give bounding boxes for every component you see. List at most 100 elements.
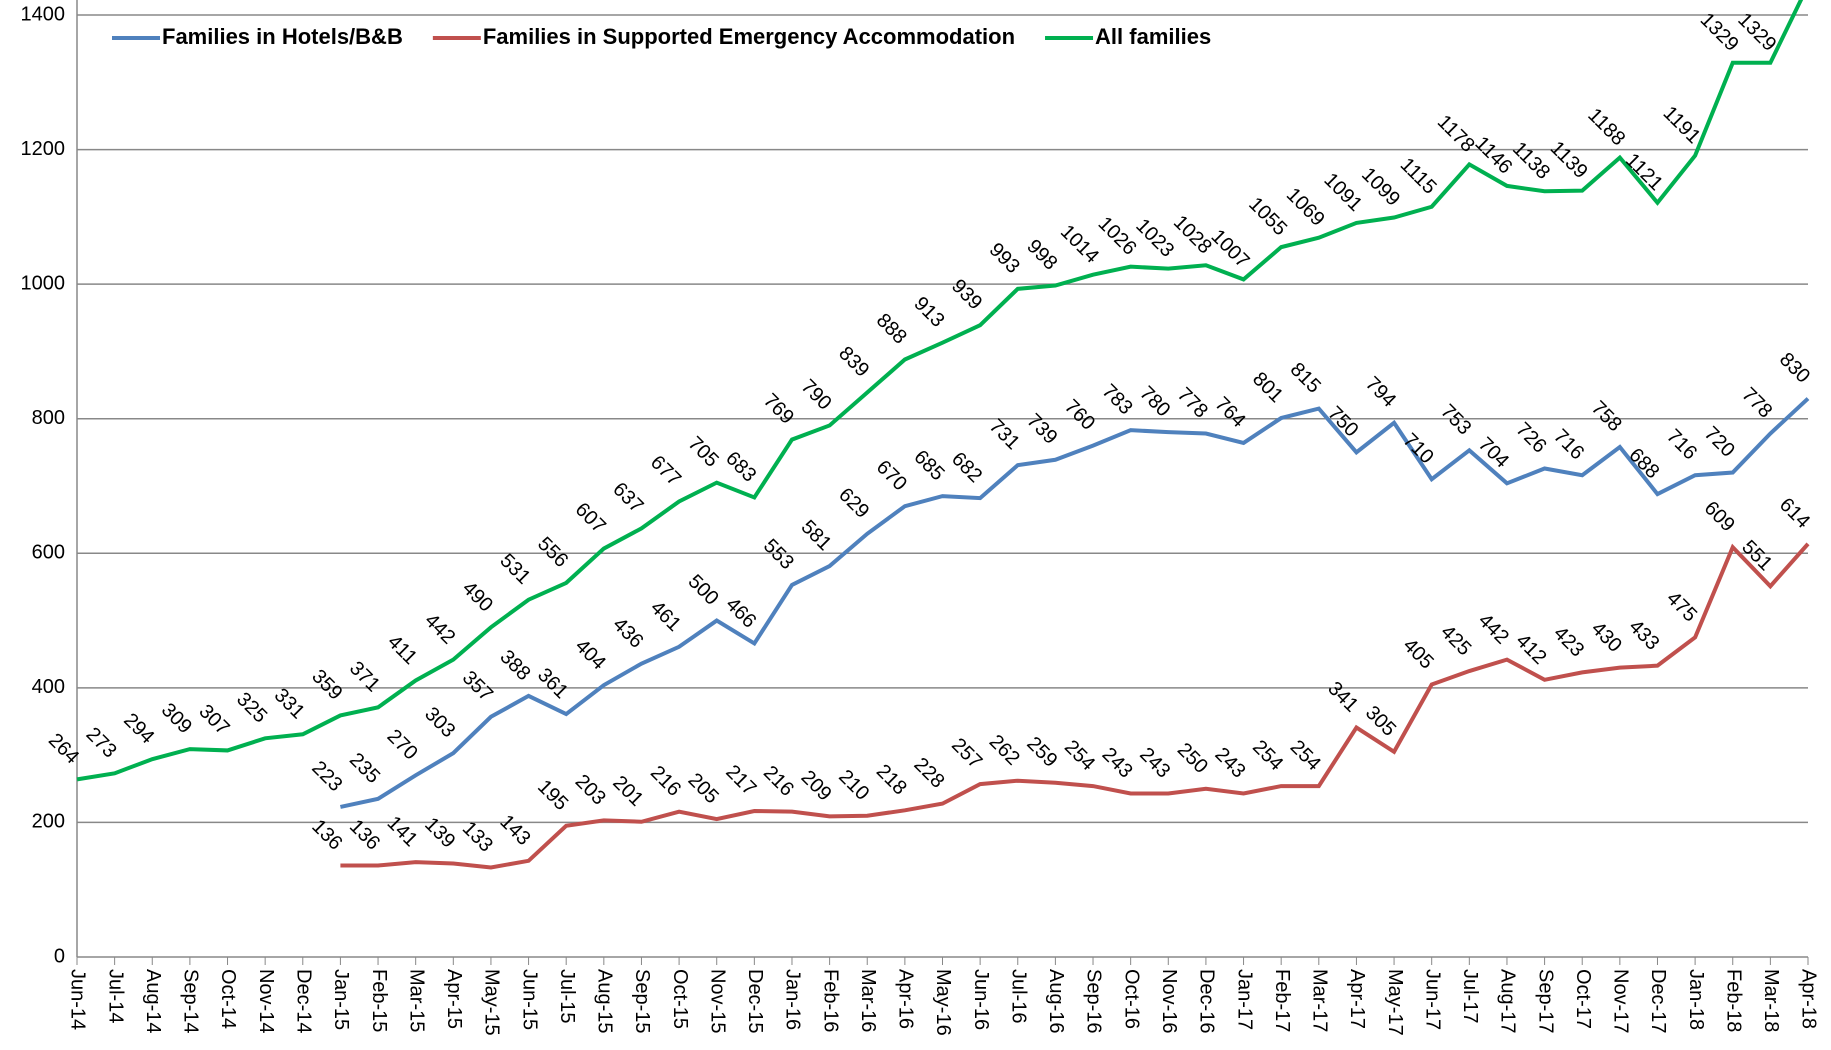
- x-tick-label: Oct-15: [669, 969, 691, 1029]
- x-tick-label: May-16: [932, 969, 954, 1036]
- x-tick-label: Nov-16: [1158, 969, 1180, 1033]
- x-tick-label: Dec-16: [1196, 969, 1218, 1033]
- x-tick-label: Aug-14: [142, 969, 164, 1034]
- data-label: 371: [345, 657, 384, 696]
- data-label: 716: [1662, 425, 1701, 464]
- data-label: 1329: [1696, 9, 1743, 56]
- x-tick-label: Feb-18: [1722, 969, 1744, 1032]
- data-label: 436: [608, 614, 647, 653]
- data-label: 136: [307, 815, 346, 854]
- data-label: 411: [383, 631, 421, 669]
- x-tick-label: Jan-16: [782, 969, 804, 1030]
- x-tick-label: Jan-17: [1233, 969, 1255, 1030]
- data-label: 1139: [1546, 137, 1592, 183]
- data-label: 143: [495, 811, 534, 850]
- data-label: 801: [1248, 368, 1287, 407]
- data-label: 794: [1361, 373, 1400, 412]
- data-label: 425: [1436, 621, 1475, 660]
- y-tick-label: 1000: [21, 272, 66, 294]
- data-label: 423: [1549, 622, 1588, 661]
- data-label: 270: [383, 725, 422, 764]
- data-label: 760: [1060, 396, 1099, 435]
- x-tick-label: Mar-15: [405, 969, 427, 1032]
- data-label: 739: [1022, 410, 1061, 449]
- y-tick-label: 400: [32, 676, 65, 698]
- legend-label: Families in Supported Emergency Accommod…: [483, 24, 1015, 49]
- data-label: 769: [759, 389, 798, 428]
- data-label: 685: [909, 446, 948, 485]
- x-tick-label: Jan-15: [330, 969, 352, 1030]
- data-label: 195: [533, 776, 572, 815]
- data-label: 629: [834, 484, 873, 523]
- x-tick-label: Mar-18: [1760, 969, 1782, 1032]
- data-label: 201: [608, 772, 647, 811]
- data-label: 726: [1512, 418, 1551, 457]
- x-tick-label: Dec-17: [1647, 969, 1669, 1033]
- x-tick-label: Mar-17: [1309, 969, 1331, 1032]
- data-label: 325: [232, 688, 271, 727]
- data-label: 939: [947, 275, 986, 314]
- data-label: 913: [909, 293, 948, 332]
- data-label: 998: [1022, 235, 1061, 274]
- x-tick-label: Jul-14: [104, 969, 126, 1023]
- data-label: 262: [985, 731, 1024, 770]
- data-label: 778: [1173, 383, 1212, 422]
- x-tick-label: Mar-16: [857, 969, 879, 1032]
- x-tick-label: Apr-16: [895, 969, 917, 1029]
- data-label: 341: [1323, 677, 1362, 716]
- x-tick-label: Sep-15: [631, 969, 653, 1034]
- y-tick-label: 1400: [21, 3, 66, 25]
- y-tick-label: 0: [54, 945, 65, 967]
- data-label: 753: [1436, 400, 1475, 439]
- x-tick-label: Nov-17: [1610, 969, 1632, 1033]
- data-label: 218: [872, 760, 911, 799]
- data-label: 670: [872, 456, 911, 495]
- x-tick-label: Oct-17: [1572, 969, 1594, 1029]
- data-label: 682: [947, 448, 986, 487]
- x-tick-label: Apr-17: [1346, 969, 1368, 1029]
- data-label: 259: [1022, 733, 1061, 772]
- x-tick-label: Jul-15: [556, 969, 578, 1023]
- x-tick-label: Aug-17: [1497, 969, 1519, 1034]
- data-label: 235: [345, 749, 384, 788]
- data-label: 430: [1587, 618, 1626, 657]
- series-line: [76, 0, 1804, 782]
- x-tick-label: Sep-17: [1534, 969, 1556, 1034]
- series-line: [339, 397, 1810, 809]
- x-tick-label: May-17: [1384, 969, 1406, 1036]
- data-label: 815: [1286, 359, 1325, 398]
- data-label: 780: [1135, 382, 1174, 421]
- x-tick-label: May-15: [481, 969, 503, 1036]
- data-label: 609: [1700, 497, 1739, 536]
- data-label: 250: [1173, 739, 1212, 778]
- data-label: 614: [1775, 494, 1814, 533]
- data-label: 442: [420, 610, 459, 649]
- data-label: 1329: [1733, 9, 1780, 56]
- x-tick-label: Sep-14: [180, 969, 202, 1034]
- y-tick-label: 600: [32, 542, 65, 564]
- data-label: 361: [533, 664, 572, 703]
- data-label: 704: [1474, 433, 1513, 472]
- data-label: 133: [458, 817, 497, 856]
- data-label: 294: [119, 709, 158, 748]
- data-label: 607: [571, 498, 610, 537]
- data-label: 705: [684, 433, 723, 472]
- data-label: 216: [646, 762, 685, 801]
- x-tick-label: Jun-15: [518, 969, 540, 1030]
- data-label: 839: [834, 342, 873, 381]
- data-label: 683: [721, 447, 760, 486]
- x-tick-label: Feb-16: [819, 969, 841, 1032]
- data-label: 139: [420, 813, 459, 852]
- y-tick-label: 1200: [21, 138, 66, 160]
- data-label: 433: [1624, 616, 1663, 655]
- data-label: 1007: [1207, 225, 1254, 272]
- data-label: 783: [1098, 380, 1137, 419]
- data-label: 531: [495, 550, 534, 589]
- data-label: 790: [797, 375, 836, 414]
- data-label: 778: [1737, 383, 1776, 422]
- x-tick-label: Jun-16: [970, 969, 992, 1030]
- data-label: 141: [383, 812, 422, 851]
- data-label: 331: [270, 684, 309, 723]
- data-label: 993: [985, 239, 1024, 278]
